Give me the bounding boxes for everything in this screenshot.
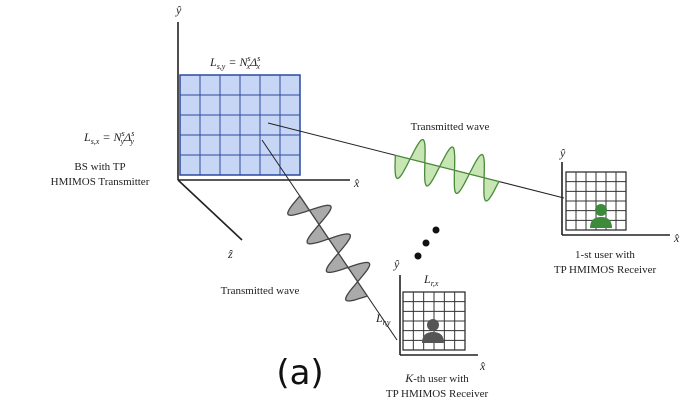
axis-label: ẑ	[227, 247, 233, 261]
axis-label: x̂	[479, 359, 486, 373]
receiver-panel	[565, 171, 627, 231]
transmitter-panel	[179, 74, 301, 176]
ellipsis-dot	[432, 226, 440, 234]
ellipsis-dot	[422, 239, 430, 247]
user-icon	[590, 204, 612, 228]
wave-label: Transmitted wave	[411, 121, 490, 133]
user-label: 1-st user with	[575, 249, 635, 261]
wave-label: Transmitted wave	[221, 285, 300, 297]
wave	[287, 194, 371, 302]
axis-label: ŷ	[559, 146, 566, 160]
transmitter-label: BS with TP	[74, 161, 125, 173]
z-axis	[177, 179, 243, 241]
caption: (a)	[276, 353, 323, 393]
axis-label: x̂	[673, 231, 680, 245]
axis-label: ŷ	[175, 3, 182, 17]
ellipsis-dot	[414, 252, 422, 260]
height-label: Lr,y	[375, 311, 391, 327]
user-label: TP HMIMOS Receiver	[386, 388, 489, 400]
width-label: Ls,y = Ns xΔs x	[209, 54, 260, 71]
height-label: Ls,x = Ns yΔs y	[83, 129, 134, 146]
wave	[394, 138, 500, 202]
user-label: TP HMIMOS Receiver	[554, 264, 657, 276]
waves	[261, 122, 565, 341]
axis-label: ŷ	[393, 257, 400, 271]
axis-label: x̂	[353, 176, 360, 190]
user-icon	[422, 319, 444, 343]
width-label: Lr,x	[423, 272, 439, 288]
transmitter-label: HMIMOS Transmitter	[51, 176, 150, 188]
user-label: K-th user with	[404, 371, 469, 385]
